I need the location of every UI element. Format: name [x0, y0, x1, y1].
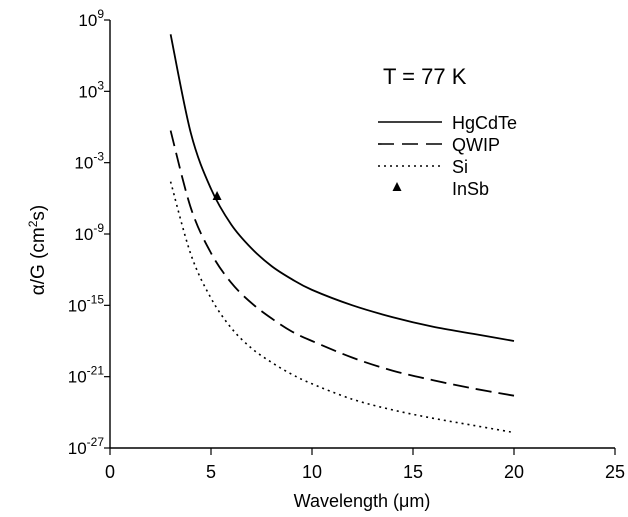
plot-area	[109, 20, 615, 449]
x-tick-label: 10	[302, 462, 322, 482]
annotation-temperature: T = 77 K	[383, 64, 467, 89]
y-tick-label: 10-3	[74, 150, 104, 173]
series-layer	[169, 34, 515, 434]
x-tick-label: 0	[105, 462, 115, 482]
series-insb-marker	[212, 190, 222, 200]
legend-marker-insb	[392, 182, 402, 191]
y-ticks: 109 103 10-3 10-9 10-15 10-21 10-27	[68, 7, 110, 458]
series-si-line	[169, 181, 515, 434]
series-hgcdte-line	[169, 34, 515, 342]
y-tick-label: 10-9	[74, 221, 104, 244]
legend-label-qwip: QWIP	[452, 135, 500, 155]
y-tick-label: 10-21	[68, 364, 105, 387]
y-tick-label: 103	[78, 78, 104, 101]
y-axis-label-end: s)	[28, 205, 49, 221]
y-tick-label: 10-15	[68, 292, 105, 315]
x-ticks: 0 5 10 15 20 25	[105, 448, 625, 482]
x-tick-label: 15	[403, 462, 423, 482]
y-axis-label-sup: 2	[26, 220, 40, 227]
y-axis-label-main: α/G (cm	[28, 227, 49, 295]
y-tick-label: 109	[78, 7, 104, 30]
x-tick-label: 5	[206, 462, 216, 482]
y-axis-label: α/G (cm2s)	[26, 205, 49, 296]
x-tick-label: 20	[504, 462, 524, 482]
legend-label-insb: InSb	[452, 179, 489, 199]
series-qwip-line	[169, 130, 515, 397]
legend-label-hgcdte: HgCdTe	[452, 113, 517, 133]
legend-label-si: Si	[452, 157, 468, 177]
x-tick-label: 25	[605, 462, 625, 482]
x-axis-label: Wavelength (μm)	[294, 491, 431, 511]
y-tick-label: 10-27	[68, 435, 105, 458]
